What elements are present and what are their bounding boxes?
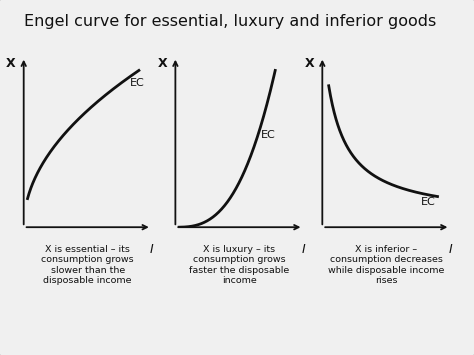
Text: EC: EC [421, 197, 436, 207]
Text: X: X [305, 57, 314, 70]
Text: I: I [301, 242, 305, 256]
Text: I: I [448, 242, 452, 256]
Text: EC: EC [130, 78, 145, 88]
Text: X is essential – its
consumption grows
slower than the
disposable income: X is essential – its consumption grows s… [41, 245, 134, 285]
Text: I: I [150, 242, 154, 256]
Text: Engel curve for essential, luxury and inferior goods: Engel curve for essential, luxury and in… [24, 14, 436, 29]
Text: EC: EC [261, 130, 276, 140]
Text: X: X [6, 57, 16, 70]
Text: X is inferior –
consumption decreases
while disposable income
rises: X is inferior – consumption decreases wh… [328, 245, 445, 285]
Text: X: X [158, 57, 167, 70]
Text: X is luxury – its
consumption grows
faster the disposable
income: X is luxury – its consumption grows fast… [189, 245, 290, 285]
